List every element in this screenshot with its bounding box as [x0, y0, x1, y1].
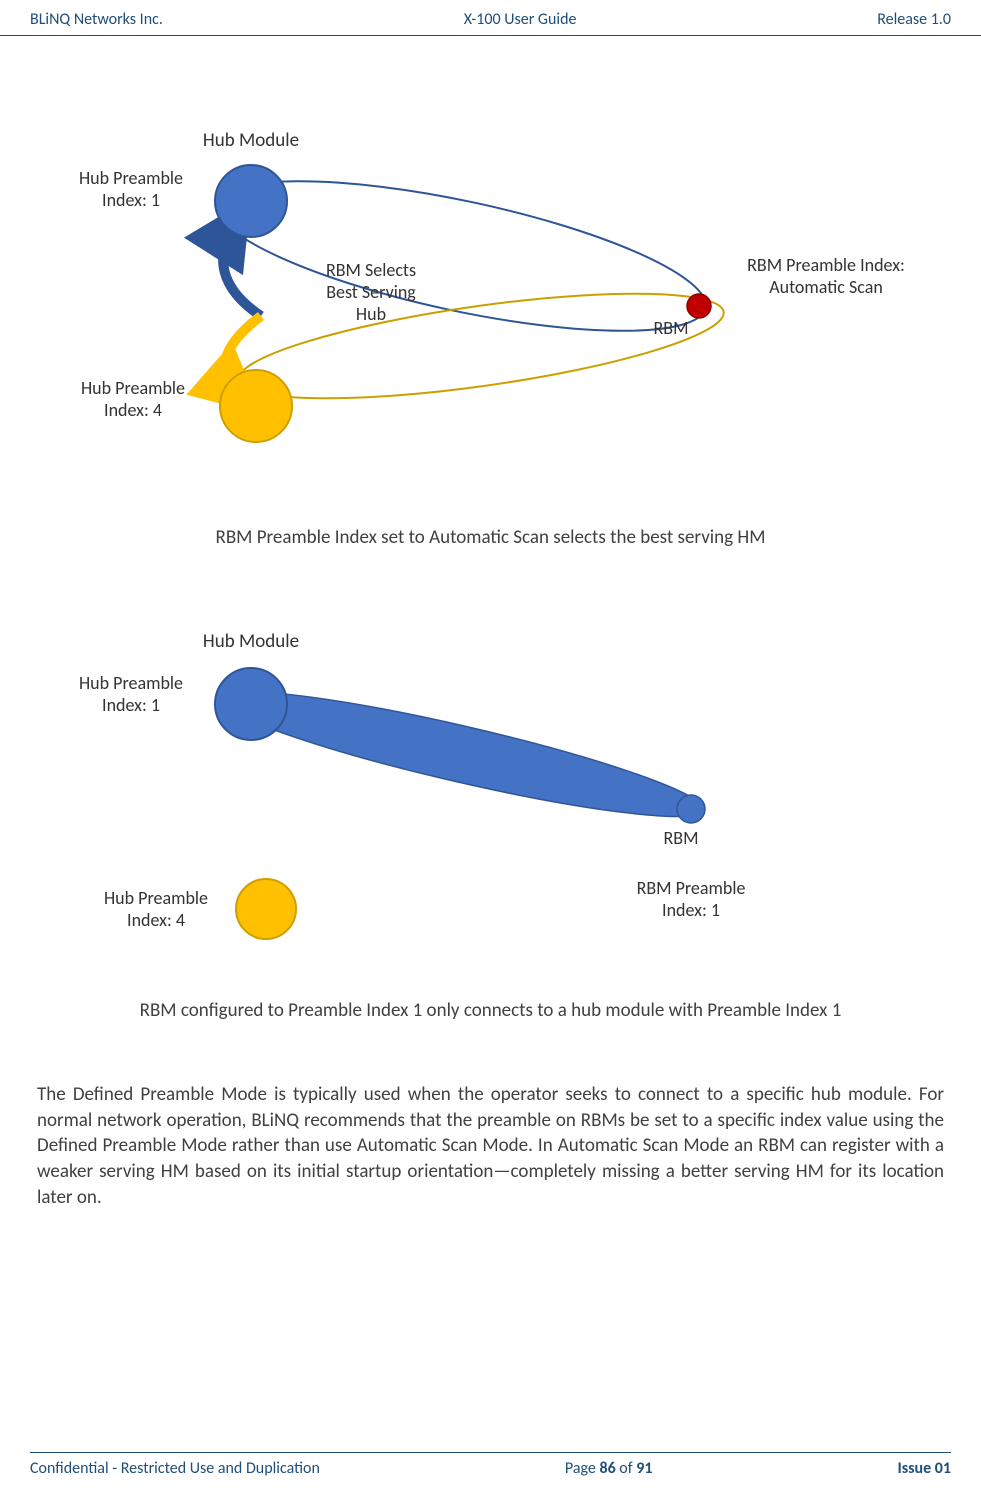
hub2-node	[220, 370, 292, 442]
diagram2-caption: RBM configured to Preamble Index 1 only …	[35, 999, 946, 1022]
page-header: BLiNQ Networks Inc. X-100 User Guide Rel…	[0, 0, 981, 36]
diagram-defined-preamble: Hub Module Hub Preamble Index: 1 Hub Pre…	[35, 609, 946, 1022]
footer-right-text: Issue 01	[897, 1459, 951, 1478]
hub1-label-l1: Hub Preamble	[78, 167, 182, 189]
header-left: BLiNQ Networks Inc.	[30, 10, 163, 29]
body-paragraph: The Defined Preamble Mode is typically u…	[35, 1082, 946, 1210]
hub1-node	[215, 165, 287, 237]
diagram2-svg: Hub Module Hub Preamble Index: 1 Hub Pre…	[51, 609, 931, 969]
page-footer: Confidential - Restricted Use and Duplic…	[30, 1452, 951, 1478]
center-l2: Best Serving	[326, 281, 416, 303]
page-content: Hub Module Hub Preamble Index: 1 Hub Pre…	[0, 36, 981, 1210]
header-right: Release 1.0	[877, 10, 951, 29]
hub2-node-d2	[236, 879, 296, 939]
center-l1: RBM Selects	[325, 259, 415, 281]
hub1-node-d2	[215, 668, 287, 740]
rbm-desc-l2-d2: Index: 1	[662, 899, 720, 921]
rbm-desc-l1: RBM Preamble Index:	[747, 254, 905, 276]
header-center: X-100 User Guide	[464, 10, 577, 29]
rbm-desc-l2: Automatic Scan	[769, 276, 883, 298]
center-l3: Hub	[355, 303, 385, 325]
diagram1-svg: Hub Module Hub Preamble Index: 1 Hub Pre…	[51, 116, 931, 496]
hub2-label-l2-d2: Index: 4	[127, 909, 185, 931]
hub1-label-l2: Index: 1	[102, 189, 160, 211]
footer-page-sep: of	[616, 1459, 637, 1478]
rbm-desc-l1-d2: RBM Preamble	[636, 877, 745, 899]
footer-right: Issue 01	[897, 1459, 951, 1478]
rbm-label: RBM	[653, 317, 688, 339]
hub2-label-l1: Hub Preamble	[80, 377, 184, 399]
footer-page-prefix: Page	[565, 1459, 600, 1478]
rbm-node	[687, 294, 711, 318]
rbm-node-d2	[677, 795, 705, 823]
link-ellipse-yellow	[232, 272, 728, 419]
hub1-label-l2-d2: Index: 1	[102, 694, 160, 716]
hub-module-label: Hub Module	[202, 129, 298, 152]
hub2-label-l2: Index: 4	[104, 399, 162, 421]
hub2-label-l1-d2: Hub Preamble	[103, 887, 207, 909]
rbm-label-d2: RBM	[663, 827, 698, 849]
footer-page: Page 86 of 91	[565, 1459, 653, 1478]
footer-left: Confidential - Restricted Use and Duplic…	[30, 1459, 320, 1478]
hub-module-label-d2: Hub Module	[202, 630, 298, 653]
hub1-label-l1-d2: Hub Preamble	[78, 672, 182, 694]
diagram-automatic-scan: Hub Module Hub Preamble Index: 1 Hub Pre…	[35, 116, 946, 549]
footer-page-total: 91	[636, 1459, 652, 1478]
footer-page-current: 86	[599, 1459, 615, 1478]
diagram1-caption: RBM Preamble Index set to Automatic Scan…	[35, 526, 946, 549]
